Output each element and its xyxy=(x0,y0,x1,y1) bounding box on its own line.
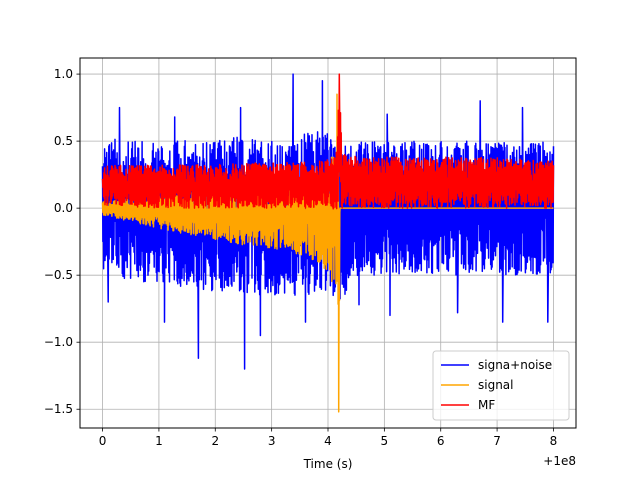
legend-label-signa-noise: signa+noise xyxy=(478,358,552,372)
series-line-mf xyxy=(101,73,555,210)
x-tick-label: 8 xyxy=(550,434,558,448)
legend-label-mf: MF xyxy=(478,398,495,412)
y-tick-label: 1.0 xyxy=(54,67,73,81)
x-axis-label: Time (s) xyxy=(303,457,353,471)
legend-label-signal: signal xyxy=(478,378,514,392)
legend-box xyxy=(432,350,570,421)
x-tick-label: 3 xyxy=(268,434,276,448)
legend: signa+noise signal MF xyxy=(432,350,570,421)
x-tick-label: 7 xyxy=(493,434,501,448)
y-tick-label: 0.0 xyxy=(54,201,73,215)
y-tick-label: −1.0 xyxy=(44,335,73,349)
x-tick-label: 2 xyxy=(211,434,219,448)
x-tick-label: 6 xyxy=(437,434,445,448)
ticks: 0 1 2 3 4 5 6 7 8 −1.5 −1.0 −0.5 0.0 0.5 1.0 xyxy=(44,67,557,448)
y-tick-label: −1.5 xyxy=(44,402,73,416)
x-tick-label: 1 xyxy=(155,434,163,448)
x-tick-label: 4 xyxy=(324,434,332,448)
y-tick-label: −0.5 xyxy=(44,268,73,282)
x-tick-label: 0 xyxy=(99,434,107,448)
data-lines xyxy=(101,73,555,413)
x-tick-label: 5 xyxy=(381,434,389,448)
x-offset-label: +1e8 xyxy=(543,454,576,468)
y-tick-label: 0.5 xyxy=(54,134,73,148)
